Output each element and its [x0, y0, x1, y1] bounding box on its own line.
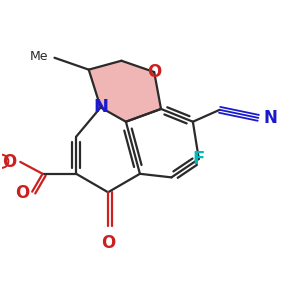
Polygon shape — [89, 61, 161, 122]
Text: Me: Me — [29, 50, 48, 63]
Text: O: O — [147, 63, 161, 81]
Text: N: N — [264, 109, 278, 127]
Text: O: O — [101, 234, 115, 252]
Text: N: N — [93, 98, 108, 116]
Text: F: F — [193, 150, 205, 168]
Text: O: O — [2, 153, 17, 171]
Text: O: O — [15, 184, 29, 202]
